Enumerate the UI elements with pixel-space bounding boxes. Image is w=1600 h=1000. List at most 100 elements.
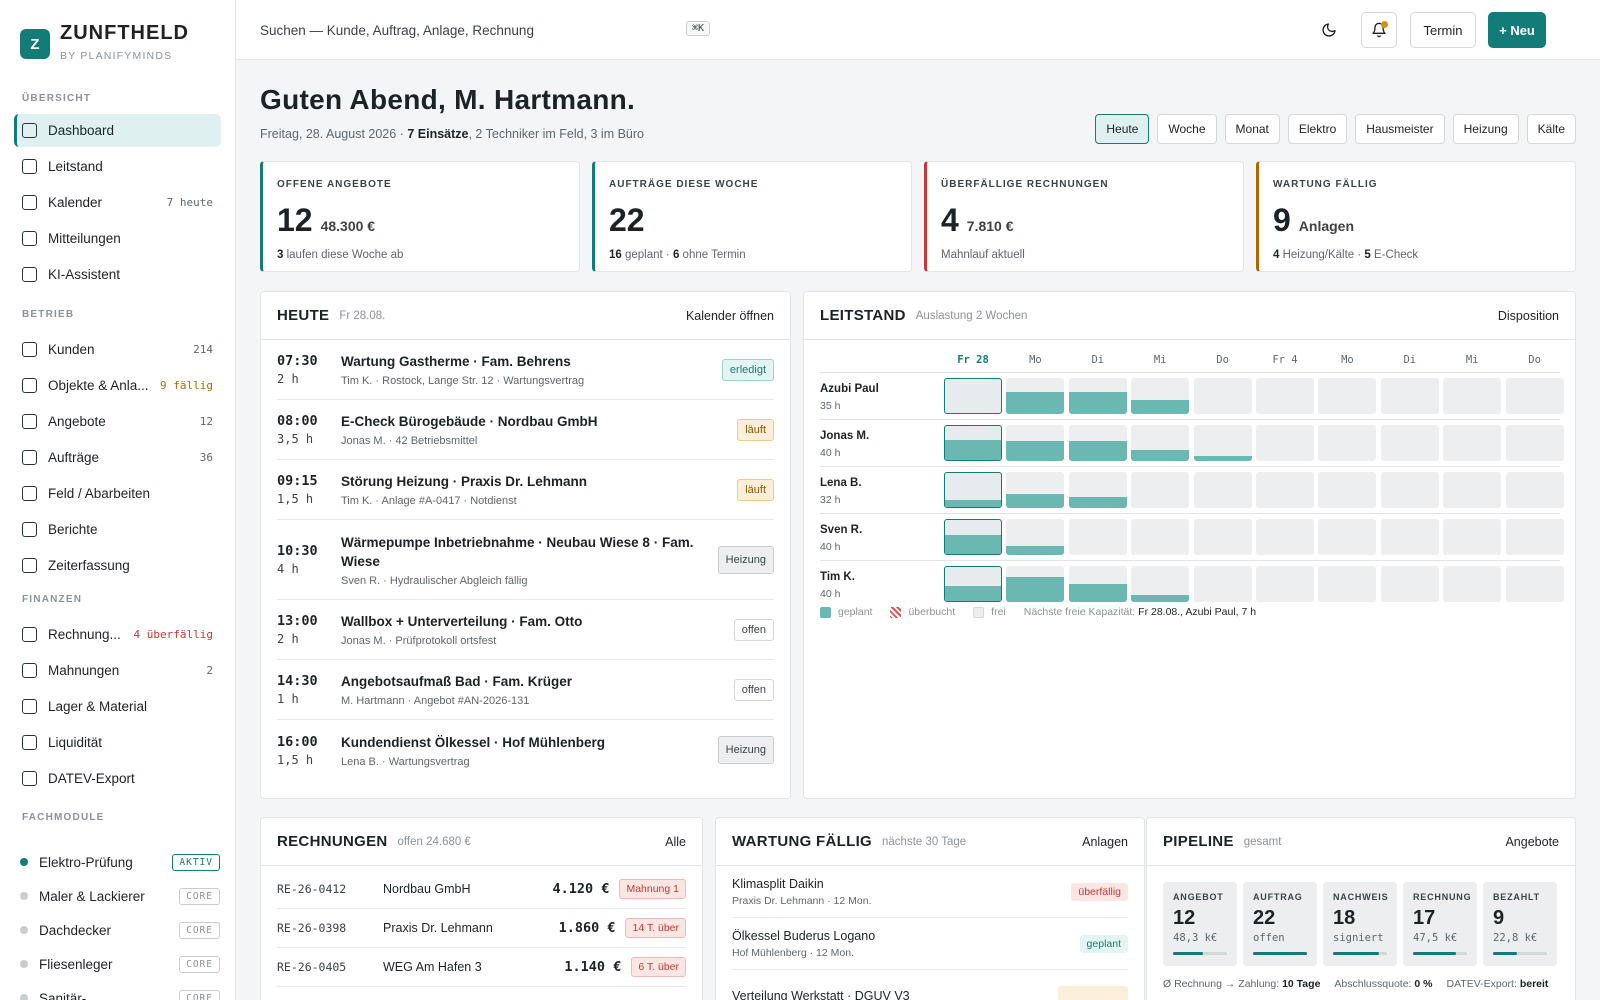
pipeline-stage-bezahlt[interactable]: BEZAHLT 9 22,8 k€ — [1483, 882, 1557, 966]
sidebar-item-ki-assistent[interactable]: KI-Assistent — [14, 258, 221, 291]
capacity-cell[interactable] — [1193, 425, 1252, 461]
module-elektro-prufung[interactable]: Elektro-Prüfung AKTIV — [20, 847, 220, 877]
maintenance-row[interactable]: Klimasplit Daikin Praxis Dr. Lehmann · 12… — [732, 866, 1128, 918]
capacity-cell[interactable] — [944, 519, 1002, 555]
capacity-cell[interactable] — [1131, 378, 1190, 414]
sidebar-item-feld-abarbeiten[interactable]: Feld / Abarbeiten — [14, 477, 221, 510]
appointment-row[interactable]: 16:00 1,5 h Kundendienst Ölkessel · Hof Mü… — [277, 720, 774, 780]
maintenance-row[interactable]: Verteilung Werkstatt · DGUV V3 — [732, 970, 1128, 1000]
invoice-row[interactable]: RE-26-0405 WEG Am Hafen 3 1.140 € 6 T. über — [277, 948, 686, 987]
module-fliesenleger[interactable]: Fliesenleger CORE — [20, 949, 220, 979]
termin-button[interactable]: Termin — [1410, 12, 1476, 48]
notifications-button[interactable] — [1361, 12, 1397, 48]
capacity-cell[interactable] — [1006, 425, 1065, 461]
equipment-link[interactable]: Anlagen — [1082, 834, 1128, 849]
capacity-cell[interactable] — [1505, 566, 1564, 602]
capacity-cell[interactable] — [944, 566, 1002, 602]
capacity-cell[interactable] — [1131, 472, 1190, 508]
invoice-row[interactable]: RE-26-0412 Nordbau GmbH 4.120 € Mahnung 1 — [277, 870, 686, 909]
capacity-cell[interactable] — [1068, 425, 1127, 461]
capacity-cell[interactable] — [1068, 378, 1127, 414]
sidebar-item-kalender[interactable]: Kalender 7 heute — [14, 186, 221, 219]
filter-kalte[interactable]: Kälte — [1526, 114, 1576, 144]
module-dachdecker[interactable]: Dachdecker CORE — [20, 915, 220, 945]
kpi-card-offene-angebote[interactable]: OFFENE ANGEBOTE 12 48.300 € 3 laufen diese … — [260, 161, 580, 272]
open-calendar-link[interactable]: Kalender öffnen — [685, 308, 774, 323]
capacity-cell[interactable] — [1193, 378, 1252, 414]
appointment-row[interactable]: 14:30 1 h Angebotsaufmaß Bad · Fam. Krüger… — [277, 660, 774, 720]
capacity-cell[interactable] — [1505, 378, 1564, 414]
sidebar-item-lager-material[interactable]: Lager & Material — [14, 690, 221, 723]
capacity-cell[interactable] — [1380, 472, 1439, 508]
new-button[interactable]: + Neu — [1488, 12, 1546, 48]
capacity-cell[interactable] — [1193, 519, 1252, 555]
capacity-cell[interactable] — [1006, 472, 1065, 508]
pipeline-stage-auftrag[interactable]: AUFTRAG 22 offen — [1243, 882, 1317, 966]
filter-heute[interactable]: Heute — [1095, 114, 1150, 144]
appointment-row[interactable]: 08:00 3,5 h E-Check Bürogebäude · Nordbau … — [277, 400, 774, 460]
brand[interactable]: Z ZUNFTHELD BY PLANIFYMINDS — [20, 22, 189, 62]
filter-heizung[interactable]: Heizung — [1452, 114, 1519, 144]
capacity-cell[interactable] — [1380, 519, 1439, 555]
module-sanitar[interactable]: Sanitär- CORE — [20, 983, 220, 1000]
capacity-cell[interactable] — [1006, 566, 1065, 602]
filter-monat[interactable]: Monat — [1224, 114, 1280, 144]
capacity-cell[interactable] — [1380, 425, 1439, 461]
sidebar-item-mitteilungen[interactable]: Mitteilungen — [14, 222, 221, 255]
sidebar-item-mahnungen[interactable]: Mahnungen 2 — [14, 654, 221, 687]
disposition-link[interactable]: Disposition — [1497, 308, 1559, 323]
capacity-cell[interactable] — [1505, 519, 1564, 555]
capacity-cell[interactable] — [1068, 519, 1127, 555]
capacity-cell[interactable] — [1256, 566, 1314, 602]
pipeline-stage-angebot[interactable]: ANGEBOT 12 48,3 k€ — [1163, 882, 1237, 966]
capacity-cell[interactable] — [1318, 378, 1377, 414]
invoice-row[interactable]: RE-26-0398 Praxis Dr. Lehmann 1.860 € 14 T.… — [277, 909, 686, 948]
capacity-cell[interactable] — [1068, 566, 1127, 602]
sidebar-item-dashboard[interactable]: Dashboard — [14, 114, 221, 147]
sidebar-item-angebote[interactable]: Angebote 12 — [14, 405, 221, 438]
capacity-cell[interactable] — [944, 425, 1002, 461]
module-maler-lackierer[interactable]: Maler & Lackierer CORE — [20, 881, 220, 911]
capacity-cell[interactable] — [1006, 378, 1065, 414]
sidebar-item-berichte[interactable]: Berichte — [14, 513, 221, 546]
capacity-cell[interactable] — [1193, 566, 1252, 602]
maintenance-row[interactable]: Ölkessel Buderus Logano Hof Mühlenberg · … — [732, 918, 1128, 970]
kpi-card-auftrage-diese-woche[interactable]: AUFTRÄGE DIESE WOCHE 22 16 geplant · 6 ohn… — [592, 161, 912, 272]
kpi-card-uberfallige-rechnungen[interactable]: ÜBERFÄLLIGE RECHNUNGEN 4 7.810 € Mahnlauf a… — [924, 161, 1244, 272]
capacity-cell[interactable] — [1006, 519, 1065, 555]
appointment-row[interactable]: 07:30 2 h Wartung Gastherme · Fam. Behrens… — [277, 340, 774, 400]
capacity-cell[interactable] — [944, 378, 1002, 414]
capacity-cell[interactable] — [1443, 378, 1502, 414]
appointment-row[interactable]: 10:30 4 h Wärmepumpe Inbetriebnahme · Neub… — [277, 520, 774, 600]
kpi-card-wartung-fallig[interactable]: WARTUNG FÄLLIG 9 Anlagen 4 Heizung/Kälte · … — [1256, 161, 1576, 272]
all-invoices-link[interactable]: Alle — [665, 834, 686, 849]
capacity-cell[interactable] — [944, 472, 1002, 508]
sidebar-item-liquiditat[interactable]: Liquidität — [14, 726, 221, 759]
capacity-cell[interactable] — [1256, 378, 1314, 414]
capacity-cell[interactable] — [1380, 566, 1439, 602]
capacity-cell[interactable] — [1443, 472, 1502, 508]
sidebar-item-leitstand[interactable]: Leitstand — [14, 150, 221, 183]
capacity-cell[interactable] — [1193, 472, 1252, 508]
capacity-cell[interactable] — [1380, 378, 1439, 414]
capacity-cell[interactable] — [1505, 472, 1564, 508]
sidebar-item-rechnung[interactable]: Rechnung... 4 überfällig — [14, 618, 221, 651]
capacity-cell[interactable] — [1256, 519, 1314, 555]
offers-link[interactable]: Angebote — [1505, 834, 1559, 849]
capacity-cell[interactable] — [1505, 425, 1564, 461]
capacity-cell[interactable] — [1131, 566, 1190, 602]
filter-woche[interactable]: Woche — [1157, 114, 1217, 144]
capacity-cell[interactable] — [1318, 566, 1377, 602]
capacity-cell[interactable] — [1131, 425, 1190, 461]
search-input[interactable]: Suchen — Kunde, Auftrag, Anlage, Rechnun… — [260, 18, 700, 42]
capacity-cell[interactable] — [1256, 425, 1314, 461]
capacity-cell[interactable] — [1318, 472, 1377, 508]
appointment-row[interactable]: 09:15 1,5 h Störung Heizung · Praxis Dr. L… — [277, 460, 774, 520]
sidebar-item-zeiterfassung[interactable]: Zeiterfassung — [14, 549, 221, 582]
capacity-cell[interactable] — [1256, 472, 1314, 508]
capacity-cell[interactable] — [1131, 519, 1190, 555]
sidebar-item-objekte-anla[interactable]: Objekte & Anla... 9 fällig — [14, 369, 221, 402]
sidebar-item-datev-export[interactable]: DATEV-Export — [14, 762, 221, 795]
capacity-cell[interactable] — [1443, 425, 1502, 461]
sidebar-item-auftrage[interactable]: Aufträge 36 — [14, 441, 221, 474]
